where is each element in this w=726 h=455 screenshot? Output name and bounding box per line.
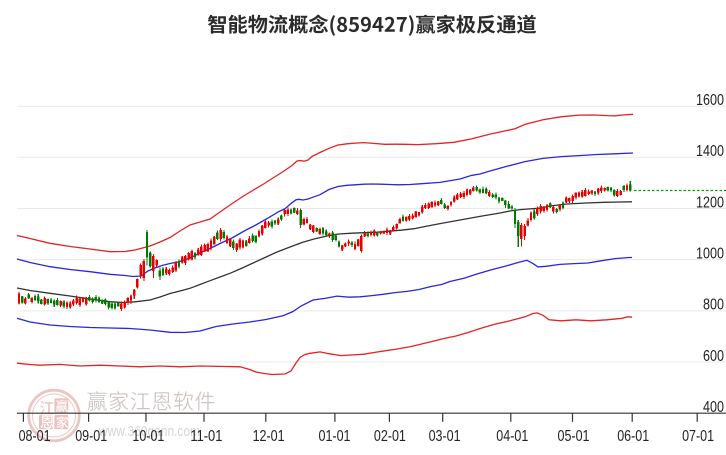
svg-text:05-01: 05-01 <box>558 428 590 445</box>
svg-text:11-01: 11-01 <box>190 428 222 445</box>
svg-text:12-01: 12-01 <box>253 428 285 445</box>
svg-text:07-01: 07-01 <box>682 428 714 445</box>
svg-text:1000: 1000 <box>696 246 724 263</box>
svg-text:1400: 1400 <box>696 143 724 160</box>
svg-text:02-01: 02-01 <box>374 428 406 445</box>
svg-text:1600: 1600 <box>696 92 724 109</box>
svg-text:08-01: 08-01 <box>19 428 51 445</box>
svg-text:800: 800 <box>703 297 724 314</box>
svg-text:400: 400 <box>703 399 724 416</box>
svg-text:1200: 1200 <box>696 194 724 211</box>
svg-text:www.360gann.com: www.360gann.com <box>98 424 200 440</box>
svg-text:10-01: 10-01 <box>132 428 164 445</box>
svg-text:09-01: 09-01 <box>75 428 107 445</box>
svg-text:04-01: 04-01 <box>496 428 528 445</box>
svg-text:03-01: 03-01 <box>429 428 461 445</box>
svg-text:600: 600 <box>703 348 724 365</box>
svg-text:01-01: 01-01 <box>319 428 351 445</box>
svg-text:06-01: 06-01 <box>617 428 649 445</box>
